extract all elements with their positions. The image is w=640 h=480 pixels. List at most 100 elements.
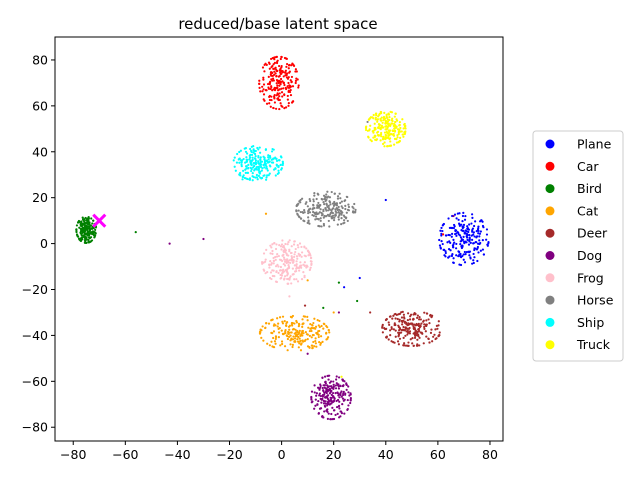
- point-plane: [440, 226, 443, 230]
- point-deer: [408, 318, 412, 321]
- point-dog: [343, 380, 346, 383]
- point-dog: [349, 392, 352, 395]
- point-dog: [326, 386, 330, 389]
- point-truck: [375, 138, 379, 141]
- point-plane: [472, 252, 475, 256]
- point-cat: [308, 346, 311, 349]
- point-bird: [87, 217, 91, 220]
- point-cat: [285, 322, 288, 325]
- point-cat: [317, 333, 320, 336]
- legend-item-bird: Bird: [545, 181, 602, 196]
- point-dog: [313, 384, 316, 387]
- point-frog: [303, 264, 306, 267]
- point-truck: [378, 124, 381, 127]
- point-dog: [318, 394, 321, 397]
- point-dog: [341, 378, 344, 381]
- point-cat: [264, 326, 267, 329]
- point-dog: [310, 401, 313, 404]
- point-dog: [324, 381, 327, 384]
- point-ship: [277, 165, 280, 168]
- point-cat: [327, 329, 330, 332]
- point-dog: [341, 385, 345, 388]
- point-plane: [471, 230, 474, 233]
- point-ship: [255, 168, 259, 171]
- point-deer: [412, 313, 415, 316]
- points-layer: [75, 55, 490, 421]
- point-ship: [251, 172, 254, 175]
- axes-layer: −80 −60 −40 −20 0 20 40 60 80 −80 −60 −40 −20 0 20 40 60…: [22, 36, 504, 462]
- point-car: [277, 97, 280, 100]
- point-truck: [379, 117, 382, 121]
- point-truck: [391, 119, 394, 123]
- point-plane: [462, 211, 465, 214]
- point-horse: [341, 206, 344, 210]
- point-horse: [328, 196, 332, 199]
- point-deer: [406, 333, 409, 336]
- point-dog: [321, 386, 324, 390]
- point-horse: [297, 215, 300, 218]
- point-ship: [239, 174, 242, 177]
- point-bird: [89, 232, 92, 235]
- point-frog: [269, 260, 272, 263]
- point-dog: [330, 412, 333, 416]
- point-car: [279, 102, 282, 105]
- point-plane: [445, 234, 448, 237]
- point-frog: [288, 248, 291, 251]
- point-deer: [403, 342, 406, 345]
- point-plane: [468, 223, 471, 226]
- point-bird: [79, 227, 83, 231]
- point-deer: [407, 312, 410, 315]
- point-dog: [338, 407, 341, 410]
- point-deer: [401, 323, 404, 326]
- point-cat: [272, 330, 276, 333]
- point-car: [287, 101, 290, 105]
- point-bird: [75, 228, 78, 231]
- point-cat: [277, 336, 280, 339]
- point-bird: [80, 234, 84, 237]
- point-cat: [295, 319, 298, 323]
- point-car: [270, 86, 273, 89]
- point-ship: [232, 159, 235, 162]
- point-car: [284, 86, 287, 89]
- point-frog: [298, 242, 302, 245]
- point-horse: [306, 205, 309, 208]
- point-frog: [272, 269, 275, 272]
- point-car: [272, 79, 275, 82]
- point-cat: [297, 322, 301, 325]
- point-car: [268, 67, 271, 70]
- point-horse: [347, 205, 351, 209]
- point-deer: [405, 323, 408, 326]
- point-frog: [273, 242, 276, 245]
- point-truck: [391, 122, 394, 125]
- point-bird: [90, 239, 94, 242]
- point-dog: [323, 404, 326, 407]
- point-cat: [259, 328, 262, 331]
- point-plane: [472, 242, 475, 245]
- point-frog: [287, 282, 290, 285]
- point-dog: [337, 387, 341, 390]
- point-ship: [272, 148, 275, 151]
- point-dog: [324, 402, 327, 405]
- point-ship: [266, 174, 269, 177]
- point-cat: [286, 349, 289, 352]
- point-cat: [280, 329, 283, 332]
- point-plane: [472, 259, 475, 262]
- point-dog: [323, 410, 326, 413]
- point-deer: [415, 344, 419, 347]
- point-horse: [353, 202, 356, 206]
- point-ship: [250, 169, 253, 173]
- point-truck: [380, 135, 383, 138]
- point-dog: [306, 352, 309, 355]
- point-deer: [398, 312, 402, 315]
- point-horse: [342, 214, 345, 217]
- point-frog: [272, 259, 275, 262]
- point-plane: [453, 232, 457, 236]
- point-ship: [257, 160, 260, 163]
- point-cat: [297, 325, 300, 328]
- point-plane: [464, 253, 467, 256]
- point-ship: [249, 153, 252, 156]
- point-bird: [83, 230, 87, 233]
- y-tick-label: 20: [32, 190, 48, 205]
- point-bird: [81, 216, 84, 219]
- point-ship: [266, 169, 269, 172]
